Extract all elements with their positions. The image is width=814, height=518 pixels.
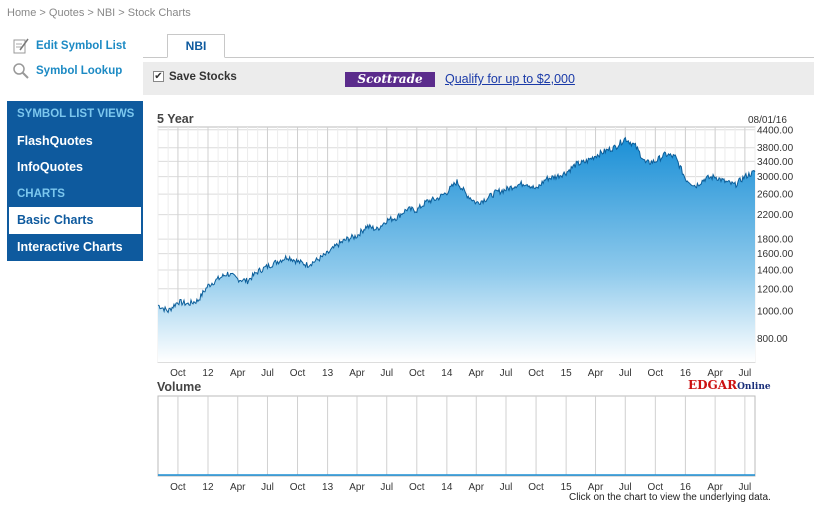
chart-footnote: Click on the chart to view the underlyin… xyxy=(569,492,771,503)
nav-header-symbol-list-views: SYMBOL LIST VIEWS xyxy=(17,108,135,120)
volume-x-tick-label: Apr xyxy=(349,482,365,493)
scottrade-logo[interactable]: Scottrade xyxy=(345,72,435,87)
price-x-tick-label: Jul xyxy=(261,368,274,379)
volume-x-tick-label: Jul xyxy=(380,482,393,493)
nav-item-interactive-charts[interactable]: Interactive Charts xyxy=(17,239,123,254)
volume-grid xyxy=(177,396,746,476)
price-x-tick-label: Apr xyxy=(468,368,484,379)
breadcrumb: Home > Quotes > NBI > Stock Charts xyxy=(7,7,191,19)
edit-symbol-list-label: Edit Symbol List xyxy=(36,39,127,52)
price-x-tick-label: Jul xyxy=(619,368,632,379)
volume-x-tick-label: Oct xyxy=(409,482,425,493)
edit-symbol-list-link[interactable]: Edit Symbol List xyxy=(12,33,126,58)
edgar-text: EDGAR xyxy=(688,378,738,392)
price-y-tick-label: 3400.00 xyxy=(757,157,794,168)
price-y-tick-label: 2600.00 xyxy=(757,190,794,201)
price-y-tick-label: 3800.00 xyxy=(757,143,794,154)
nav-item-basic-charts[interactable]: Basic Charts xyxy=(9,207,141,234)
price-x-tick-label: Oct xyxy=(648,368,664,379)
save-stocks-checkbox[interactable]: ✔ xyxy=(153,71,164,82)
breadcrumb-home[interactable]: Home xyxy=(7,7,37,19)
price-x-tick-label: 13 xyxy=(322,368,334,379)
side-links: Edit Symbol List Symbol Lookup xyxy=(12,33,126,83)
nav-header-charts: CHARTS xyxy=(17,187,65,200)
price-x-tick-label: Jul xyxy=(380,368,393,379)
nav-item-flashquotes[interactable]: FlashQuotes xyxy=(17,133,93,148)
price-y-tick-label: 1800.00 xyxy=(757,235,794,246)
volume-title: Volume xyxy=(157,380,202,394)
price-y-tick-label: 1400.00 xyxy=(757,265,794,276)
volume-x-tick-label: Jul xyxy=(261,482,274,493)
nav-item-infoquotes[interactable]: InfoQuotes xyxy=(17,160,83,174)
breadcrumb-stock-charts: Stock Charts xyxy=(127,7,191,19)
price-x-ticks: Oct 12 Apr Jul Oct 13 Apr Jul Oct 14 Apr Jul Oct 15 Ap… xyxy=(170,368,751,379)
volume-x-tick-label: Oct xyxy=(170,482,186,493)
price-y-tick-label: 3000.00 xyxy=(757,172,794,183)
price-y-tick-label: 1200.00 xyxy=(757,284,794,295)
price-x-tick-label: 15 xyxy=(561,368,573,379)
price-line xyxy=(157,136,756,314)
edgar-online-logo[interactable]: EDGAROnline xyxy=(688,378,771,392)
plot-frame xyxy=(157,126,756,363)
breadcrumb-separator: > xyxy=(36,7,49,19)
price-y-ticks: 800.00 1000.00 1200.00 1400.00 1600.00 1800.0… xyxy=(757,125,794,345)
volume-x-tick-label: Apr xyxy=(230,482,246,493)
breadcrumb-separator: > xyxy=(115,7,128,19)
volume-x-tick-label: Oct xyxy=(290,482,306,493)
price-y-tick-label: 1000.00 xyxy=(757,307,794,318)
price-x-tick-label: 12 xyxy=(202,368,214,379)
save-stocks-label: Save Stocks xyxy=(169,71,237,83)
price-x-tick-label: Apr xyxy=(588,368,604,379)
price-x-tick-label: Apr xyxy=(349,368,365,379)
price-x-tick-label: Oct xyxy=(409,368,425,379)
volume-x-tick-label: Apr xyxy=(468,482,484,493)
magnifier-icon xyxy=(12,62,30,80)
price-x-tick-label: Apr xyxy=(230,368,246,379)
save-stocks-bar: ✔ Save Stocks Scottrade Qualify for up t… xyxy=(143,62,814,95)
price-y-tick-label: 800.00 xyxy=(757,334,788,345)
price-x-tick-label: 14 xyxy=(441,368,453,379)
price-grid xyxy=(157,127,756,362)
price-x-tick-label: Oct xyxy=(290,368,306,379)
edit-list-icon xyxy=(12,37,30,55)
volume-frame xyxy=(157,395,756,477)
breadcrumb-quotes[interactable]: Quotes xyxy=(48,7,85,19)
price-y-tick-label: 4400.00 xyxy=(757,125,794,136)
price-y-tick-label: 1600.00 xyxy=(757,249,794,260)
edgar-online-text: Online xyxy=(737,382,771,392)
nav-menu: SYMBOL LIST VIEWS FlashQuotes InfoQuotes… xyxy=(7,101,143,261)
price-x-tick-label: Oct xyxy=(170,368,186,379)
volume-x-tick-label: Jul xyxy=(500,482,513,493)
volume-x-tick-label: 13 xyxy=(322,482,334,493)
volume-x-tick-label: Oct xyxy=(528,482,544,493)
tab-divider xyxy=(143,57,814,58)
price-area xyxy=(158,137,755,362)
price-y-tick-label: 2200.00 xyxy=(757,210,794,221)
price-x-tick-label: Jul xyxy=(500,368,513,379)
symbol-lookup-link[interactable]: Symbol Lookup xyxy=(12,58,126,83)
volume-x-tick-label: 14 xyxy=(441,482,453,493)
breadcrumb-separator: > xyxy=(84,7,97,19)
tab-nbi[interactable]: NBI xyxy=(167,34,225,58)
chart-period-title: 5 Year xyxy=(157,112,194,126)
qualify-link[interactable]: Qualify for up to $2,000 xyxy=(445,72,575,86)
chart-date: 08/01/16 xyxy=(748,115,787,126)
breadcrumb-nbi[interactable]: NBI xyxy=(96,7,116,19)
symbol-lookup-label: Symbol Lookup xyxy=(36,64,123,77)
volume-x-tick-label: 12 xyxy=(202,482,214,493)
price-x-tick-label: Oct xyxy=(528,368,544,379)
